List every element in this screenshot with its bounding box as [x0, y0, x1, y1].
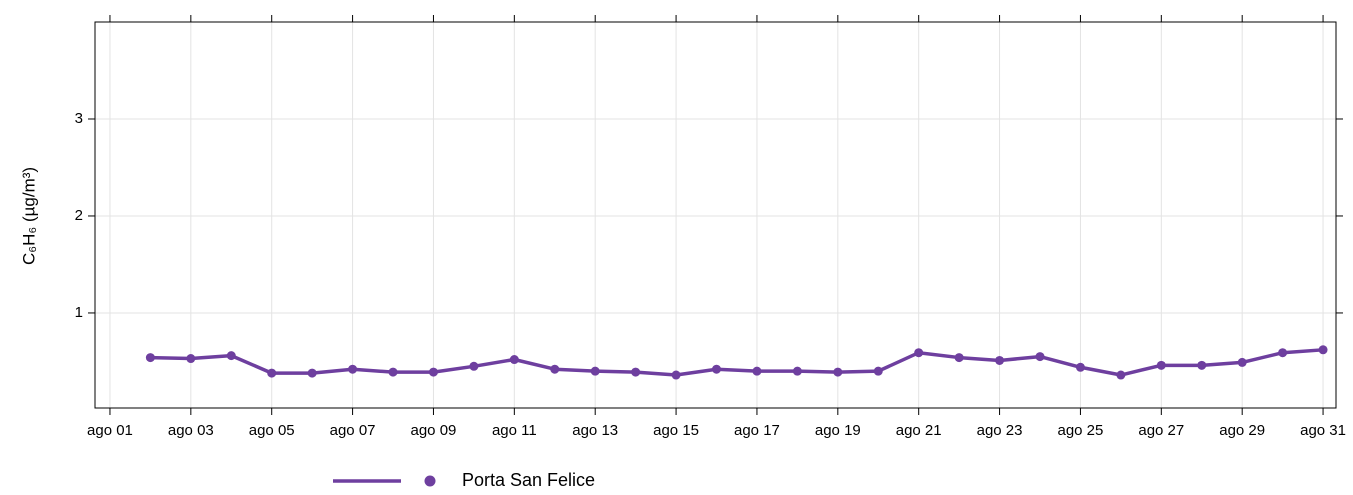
x-tick-label: ago 01 [87, 422, 133, 439]
data-point [954, 353, 964, 363]
data-point [1035, 352, 1045, 362]
data-point [428, 367, 438, 377]
data-point [833, 367, 843, 377]
data-point [388, 367, 398, 377]
data-point [509, 355, 519, 365]
data-point [550, 364, 560, 374]
x-tick-label: ago 05 [249, 422, 295, 439]
x-tick-label: ago 23 [977, 422, 1023, 439]
data-point [307, 368, 317, 378]
x-tick-label: ago 09 [411, 422, 457, 439]
data-point [469, 361, 479, 371]
data-point [873, 366, 883, 376]
data-point [792, 366, 802, 376]
x-tick-label: ago 29 [1219, 422, 1265, 439]
x-tick-label: ago 07 [330, 422, 376, 439]
x-tick-label: ago 19 [815, 422, 861, 439]
x-tick-label: ago 13 [572, 422, 618, 439]
y-tick-label: 3 [75, 110, 83, 127]
data-point [1116, 370, 1126, 380]
data-point [1237, 357, 1247, 367]
data-point [995, 355, 1005, 365]
legend-label: Porta San Felice [462, 470, 595, 490]
data-point [631, 367, 641, 377]
y-axis-label: C₆H₆ (µg/m³) [19, 167, 38, 265]
x-tick-label: ago 11 [492, 422, 537, 439]
x-tick-label: ago 27 [1138, 422, 1184, 439]
plot-frame [94, 21, 1337, 409]
data-point [1318, 345, 1328, 355]
data-point [671, 370, 681, 380]
data-point [267, 368, 277, 378]
data-point [752, 366, 762, 376]
x-tick-label: ago 17 [734, 422, 780, 439]
legend-marker [424, 475, 436, 487]
x-tick-label: ago 03 [168, 422, 214, 439]
data-point [186, 354, 196, 364]
data-point [590, 366, 600, 376]
data-point [1278, 348, 1288, 358]
data-point [1197, 360, 1207, 370]
x-tick-label: ago 15 [653, 422, 699, 439]
data-point [226, 351, 236, 361]
data-point [348, 364, 358, 374]
data-point [1075, 362, 1085, 372]
x-tick-label: ago 21 [896, 422, 942, 439]
data-point [712, 364, 722, 374]
data-line [150, 348, 1324, 377]
y-tick-label: 1 [75, 304, 83, 321]
x-tick-label: ago 25 [1057, 422, 1103, 439]
x-tick-label: ago 31 [1300, 422, 1346, 439]
data-point [1156, 360, 1166, 370]
data-point [145, 353, 155, 363]
data-point [914, 348, 924, 358]
y-tick-label: 2 [75, 207, 83, 224]
